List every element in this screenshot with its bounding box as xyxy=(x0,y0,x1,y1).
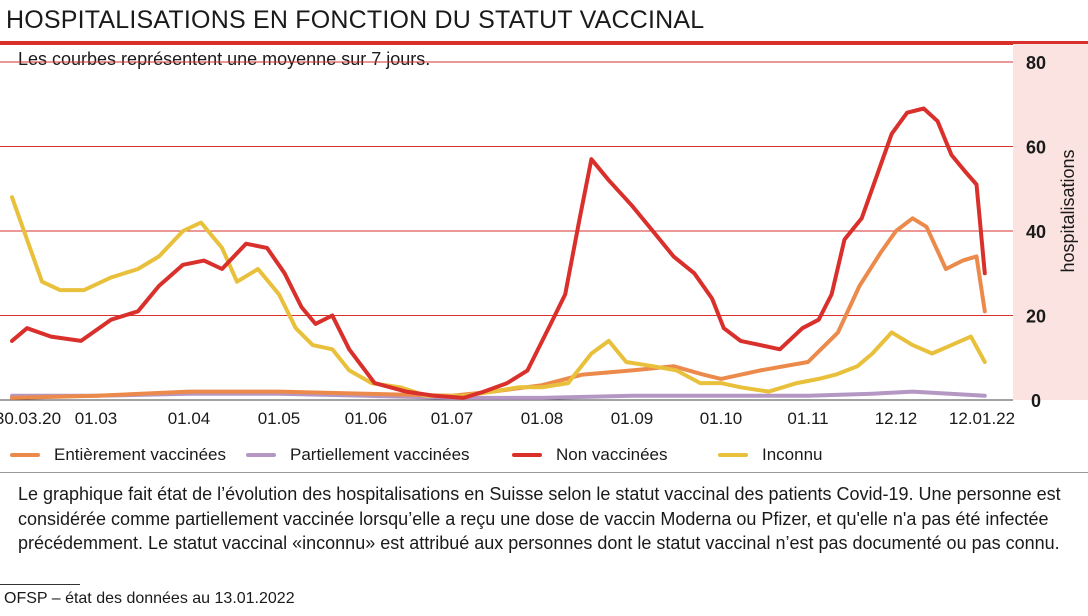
y-tick-label: 40 xyxy=(1026,222,1046,242)
title-rule xyxy=(0,41,1088,45)
legend-label: Non vaccinées xyxy=(556,445,668,464)
x-tick-label: 01.09 xyxy=(611,409,654,428)
legend-swatch xyxy=(718,453,748,457)
legend-swatch xyxy=(512,453,542,457)
source-line: OFSP – état des données au 13.01.2022 xyxy=(4,590,295,607)
legend: Entièrement vaccinées Partiellement vacc… xyxy=(0,440,1088,470)
y-tick-label: 60 xyxy=(1026,138,1046,158)
legend-label: Inconnu xyxy=(762,445,823,464)
legend-item-entierement: Entièrement vaccinées xyxy=(10,442,226,468)
x-tick-label: 01.08 xyxy=(521,409,564,428)
series-line-enti-rement-vaccin-es xyxy=(10,216,987,400)
gridlines xyxy=(0,61,1013,401)
chart-title: HOSPITALISATIONS EN FONCTION DU STATUT V… xyxy=(6,6,705,34)
line-chart: 0 20 40 60 80 30.03.20 01.03 01.04 01.05 01.06 01… xyxy=(0,44,1088,428)
x-tick-label: 12.01.22 xyxy=(949,409,1015,428)
x-tick-label: 30.03.20 xyxy=(0,409,61,428)
x-tick-labels: 30.03.20 01.03 01.04 01.05 01.06 01.07 01.08 01… xyxy=(0,409,1015,428)
legend-label: Entièrement vaccinées xyxy=(54,445,226,464)
x-tick-label: 01.11 xyxy=(787,409,828,428)
x-tick-label: 01.05 xyxy=(258,409,301,428)
y-axis-label: hospitalisations xyxy=(1058,149,1078,272)
series-lines xyxy=(10,106,987,400)
chart-subtitle: Les courbes représentent une moyenne sur… xyxy=(18,49,431,69)
legend-label: Partiellement vaccinées xyxy=(290,445,470,464)
y-tick-labels: 0 20 40 60 80 xyxy=(1026,53,1046,411)
x-tick-label: 01.10 xyxy=(700,409,743,428)
legend-item-partiellement: Partiellement vaccinées xyxy=(246,442,470,468)
right-axis-band xyxy=(1013,44,1088,400)
y-tick-label: 80 xyxy=(1026,53,1046,73)
explanatory-note: Le graphique fait état de l’évolution de… xyxy=(18,484,1061,553)
source-rule xyxy=(0,584,80,585)
series-line-partiellement-vaccin-es xyxy=(10,389,987,400)
legend-item-non-vaccinees: Non vaccinées xyxy=(512,442,668,468)
series-line-inconnu xyxy=(10,195,987,398)
legend-swatch xyxy=(246,453,276,457)
x-tick-label: 01.07 xyxy=(431,409,474,428)
legend-swatch xyxy=(10,453,40,457)
legend-item-inconnu: Inconnu xyxy=(718,442,823,468)
y-tick-label: 20 xyxy=(1026,307,1046,327)
x-tick-label: 12.12 xyxy=(875,409,918,428)
legend-divider xyxy=(0,472,1088,473)
x-tick-label: 01.06 xyxy=(345,409,388,428)
x-tick-label: 01.04 xyxy=(168,409,211,428)
series-line-non-vaccin-es xyxy=(10,106,987,400)
y-tick-label: 0 xyxy=(1031,391,1041,411)
x-tick-label: 01.03 xyxy=(75,409,118,428)
